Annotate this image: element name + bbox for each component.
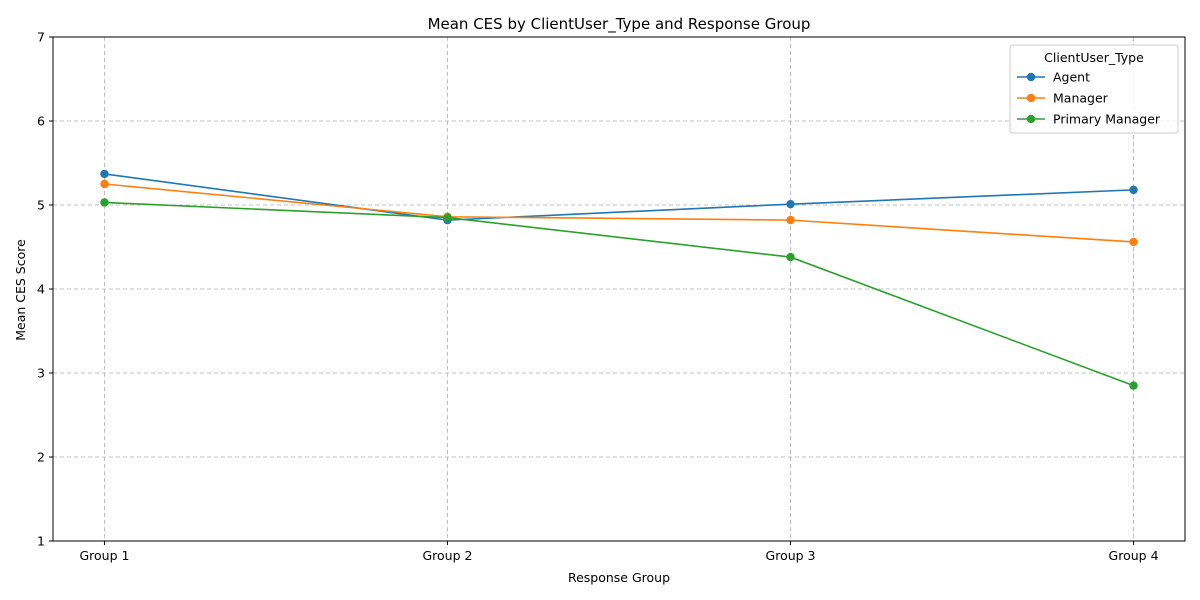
x-tick-label: Group 4 [1109,548,1159,563]
legend-entry: Primary Manager [1017,112,1161,127]
legend-label: Primary Manager [1053,112,1161,127]
y-tick-label: 6 [37,114,45,129]
y-tick-label: 3 [37,366,45,381]
legend-label: Manager [1053,91,1109,106]
y-tick-label: 7 [37,30,45,45]
data-point [100,198,109,207]
data-point [100,169,109,179]
legend-label: Agent [1053,70,1090,85]
series-line [104,201,1134,387]
legend: ClientUser_Type Agent Manager Primary Mana… [1009,44,1179,134]
y-tick-label: 5 [37,198,45,213]
data-point [100,179,109,189]
series-line [104,183,1134,243]
series-primary-manager [100,198,1138,390]
data-point [786,199,795,209]
legend-swatch-marker [1026,114,1036,124]
x-axis: Group 1 Group 2 Group 3 Group 4 [79,541,1159,563]
x-axis-title: Response Group [568,570,670,585]
legend-entry: Agent [1017,70,1090,85]
y-tick-label: 1 [37,534,45,549]
x-tick-label: Group 3 [766,548,816,563]
data-point [786,252,795,262]
series-layer [100,169,1138,390]
legend-box [1009,44,1179,134]
y-axis: 1 2 3 4 5 6 7 [37,30,53,549]
legend-entry: Manager [1017,91,1109,106]
y-axis-title: Mean CES Score [13,239,28,341]
y-tick-label: 4 [37,282,45,297]
data-point [1129,381,1138,390]
series-line [104,173,1134,221]
data-point [1129,237,1138,247]
legend-swatch-marker [1026,93,1036,103]
legend-swatch-marker [1026,72,1036,82]
data-point [786,215,795,225]
data-point [1129,185,1138,195]
series-agent [100,169,1138,225]
chart-title: Mean CES by ClientUser_Type and Response… [428,15,811,34]
x-tick-label: Group 1 [79,548,129,563]
legend-title: ClientUser_Type [1044,50,1144,65]
legend-entries: Agent Manager Primary Manager [1017,70,1161,127]
x-tick-label: Group 2 [422,548,472,563]
y-tick-label: 2 [37,450,45,465]
data-point [443,213,452,222]
series-manager [100,179,1138,247]
